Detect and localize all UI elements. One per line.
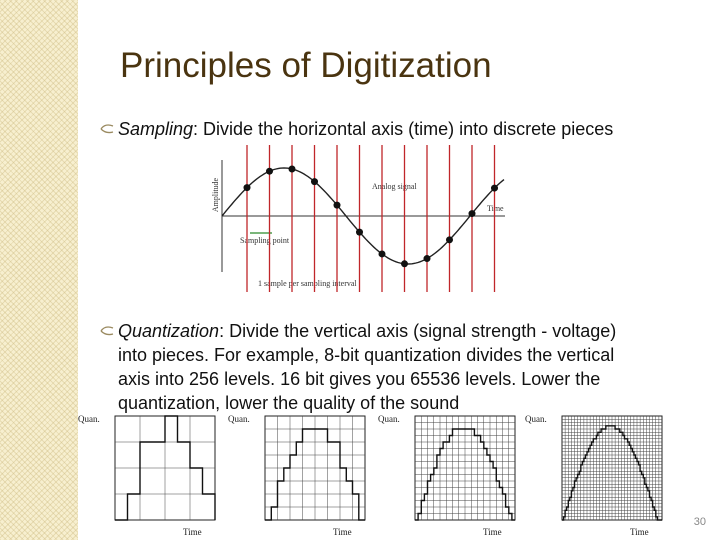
term: Sampling [118, 119, 194, 139]
page-number: 30 [693, 516, 706, 528]
amp-label: Amplitude [211, 177, 220, 212]
decorative-strip [0, 0, 78, 540]
point-label: Sampling point [240, 236, 290, 245]
term: Quantization [118, 321, 220, 341]
bullet-text: : Divide the horizontal axis (time) into… [193, 119, 614, 139]
quant-label: Quan. [378, 414, 400, 424]
caption: 1 sample per sampling interval [258, 279, 357, 288]
sample-dot [378, 250, 386, 258]
sample-dot [333, 201, 341, 209]
sample-dot [288, 165, 296, 173]
sample-dot [356, 228, 363, 236]
quantized-signal [562, 425, 662, 521]
time-label: Time [333, 527, 352, 537]
sample-dot [243, 184, 251, 192]
quant-label: Quan. [78, 414, 100, 424]
time-label: Time [483, 527, 502, 537]
time-label: Time [630, 527, 649, 537]
bullet-text: : Divide the vertical axis (signal stren… [118, 321, 617, 413]
quantized-signal [415, 428, 515, 521]
signal-label: Analog signal [372, 182, 417, 191]
bullet-icon [100, 124, 114, 134]
sample-dot [401, 260, 408, 268]
quantized-signal [115, 415, 216, 521]
time-label: Time [487, 204, 504, 213]
sample-dot [491, 184, 498, 192]
sample-dot [468, 210, 476, 218]
bullet: Quantization: Divide the vertical axis (… [118, 319, 638, 415]
sample-dot [311, 178, 318, 186]
sample-dot [266, 167, 273, 175]
bullet-icon [100, 326, 114, 336]
quantized-signal [265, 428, 365, 521]
time-label: Time [183, 527, 202, 537]
bullet: Sampling: Divide the horizontal axis (ti… [118, 117, 638, 141]
quant-label: Quan. [228, 414, 250, 424]
slide-title: Principles of Digitization [120, 46, 492, 85]
quant-label: Quan. [525, 414, 547, 424]
sample-dot [446, 236, 453, 244]
sample-dot [423, 255, 431, 263]
